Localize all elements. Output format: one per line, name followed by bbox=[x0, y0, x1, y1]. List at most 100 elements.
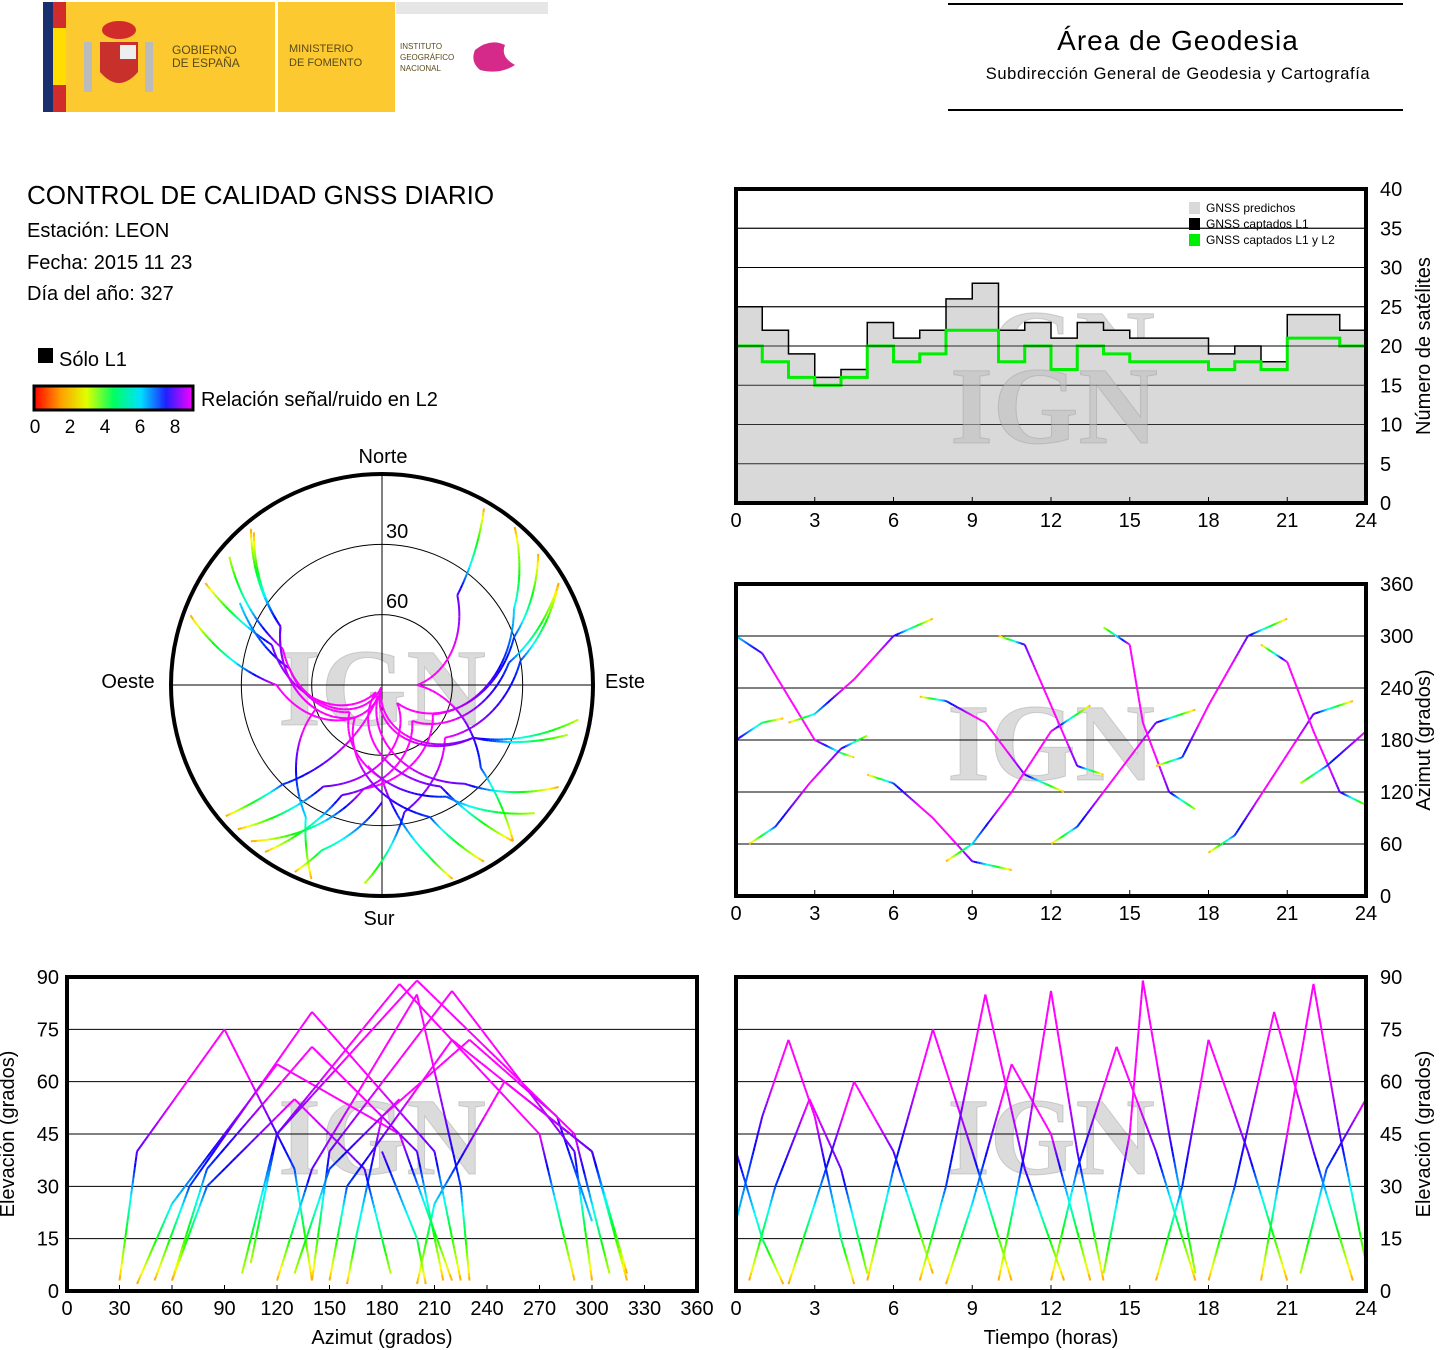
track-segment bbox=[212, 1038, 219, 1046]
track-segment bbox=[494, 1091, 500, 1098]
track-segment bbox=[366, 1127, 372, 1132]
track-segment bbox=[246, 619, 251, 624]
track-segment bbox=[279, 835, 286, 839]
track-segment bbox=[1123, 1068, 1128, 1074]
track-segment bbox=[1274, 769, 1279, 773]
track-segment bbox=[324, 1059, 331, 1065]
track-segment bbox=[836, 1127, 841, 1133]
track-segment bbox=[171, 1275, 175, 1281]
track-segment bbox=[1271, 651, 1274, 654]
track-segment bbox=[1256, 1183, 1261, 1190]
track-segment bbox=[752, 1260, 756, 1266]
track-segment bbox=[1217, 844, 1220, 848]
track-segment bbox=[513, 526, 517, 531]
track-segment bbox=[376, 1131, 380, 1138]
track-segment bbox=[206, 1181, 212, 1188]
track-segment bbox=[381, 1151, 385, 1156]
track-segment bbox=[905, 794, 909, 798]
track-segment bbox=[201, 1054, 208, 1061]
track-segment bbox=[990, 1127, 995, 1135]
track-segment bbox=[747, 1168, 751, 1174]
track-segment bbox=[1103, 1261, 1107, 1268]
track-segment bbox=[301, 865, 304, 868]
track-segment bbox=[740, 638, 744, 642]
track-segment bbox=[859, 1247, 863, 1252]
track-segment bbox=[1122, 763, 1126, 767]
track-segment bbox=[168, 1237, 172, 1242]
track-segment bbox=[1094, 1242, 1098, 1249]
track-segment bbox=[400, 1139, 405, 1147]
track-segment bbox=[1077, 1158, 1082, 1165]
track-segment bbox=[434, 1156, 438, 1163]
track-segment bbox=[372, 1121, 377, 1126]
track-segment bbox=[330, 843, 335, 847]
track-segment bbox=[432, 1206, 435, 1211]
track-segment bbox=[198, 1059, 204, 1066]
track-segment bbox=[423, 788, 428, 793]
track-segment bbox=[905, 1116, 910, 1123]
track-segment bbox=[816, 1116, 820, 1120]
track-segment bbox=[315, 1203, 319, 1209]
track-segment bbox=[130, 1188, 133, 1195]
track-segment bbox=[311, 1011, 318, 1019]
track-segment bbox=[1300, 781, 1304, 784]
track-segment bbox=[580, 1199, 583, 1206]
track-segment bbox=[821, 1127, 825, 1132]
y-tick-label: 60 bbox=[1380, 834, 1402, 856]
track-segment bbox=[940, 1197, 944, 1203]
track-segment bbox=[1141, 719, 1144, 723]
track-segment bbox=[1133, 673, 1137, 678]
x-tick-label: 18 bbox=[1197, 510, 1219, 532]
track-segment bbox=[943, 829, 947, 834]
track-segment bbox=[302, 698, 309, 704]
track-segment bbox=[372, 700, 377, 706]
track-segment bbox=[223, 1127, 230, 1135]
track-segment bbox=[413, 1127, 420, 1135]
track-segment bbox=[359, 1161, 366, 1169]
track-segment bbox=[1349, 795, 1352, 799]
track-segment bbox=[486, 1066, 494, 1074]
track-segment bbox=[326, 1028, 334, 1036]
track-segment bbox=[963, 710, 967, 713]
track-segment bbox=[293, 1168, 297, 1174]
track-segment bbox=[818, 1183, 823, 1189]
track-segment bbox=[416, 1277, 420, 1281]
track-segment bbox=[286, 837, 292, 842]
track-segment bbox=[943, 1064, 947, 1071]
track-segment bbox=[386, 1165, 391, 1170]
track-segment bbox=[964, 1082, 969, 1091]
track-segment bbox=[487, 809, 492, 813]
track-segment bbox=[191, 1221, 195, 1226]
track-segment bbox=[839, 751, 842, 754]
track-segment bbox=[964, 1130, 969, 1137]
track-segment bbox=[790, 1142, 794, 1147]
track-segment bbox=[1301, 728, 1305, 733]
track-segment bbox=[961, 1230, 965, 1235]
track-segment bbox=[455, 708, 460, 714]
track-segment bbox=[997, 739, 1001, 743]
track-segment bbox=[253, 631, 258, 635]
track-segment bbox=[537, 624, 542, 629]
track-segment bbox=[352, 721, 355, 727]
track-segment bbox=[284, 1247, 289, 1253]
track-segment bbox=[1129, 1121, 1132, 1128]
track-segment bbox=[563, 1137, 571, 1146]
track-segment bbox=[900, 1133, 905, 1141]
track-segment bbox=[1039, 780, 1042, 783]
track-segment bbox=[492, 684, 499, 691]
track-segment bbox=[333, 715, 339, 719]
track-segment bbox=[266, 1176, 270, 1183]
track-segment bbox=[477, 701, 483, 708]
track-segment bbox=[1242, 641, 1246, 646]
track-segment bbox=[424, 851, 429, 856]
track-segment bbox=[291, 1072, 298, 1077]
track-segment bbox=[1323, 756, 1327, 760]
track-segment bbox=[529, 598, 533, 603]
track-segment bbox=[830, 747, 833, 750]
track-segment bbox=[1070, 1117, 1074, 1125]
track-segment bbox=[1127, 756, 1131, 761]
track-segment bbox=[824, 743, 827, 747]
track-segment bbox=[375, 762, 382, 768]
track-segment bbox=[846, 682, 850, 686]
track-segment bbox=[1220, 1076, 1225, 1082]
